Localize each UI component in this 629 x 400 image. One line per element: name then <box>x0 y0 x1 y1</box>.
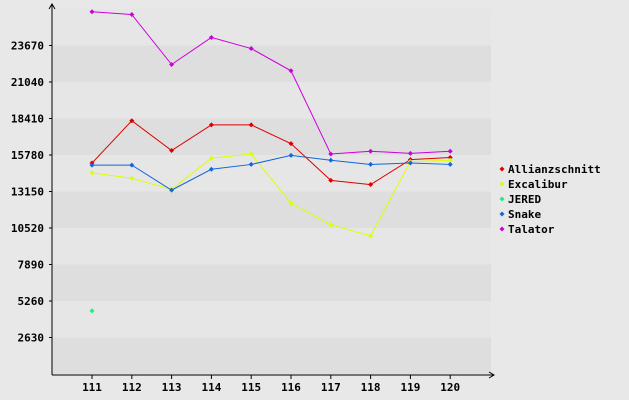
series-snake <box>89 152 453 193</box>
y-tick-label: 2630 <box>18 332 45 345</box>
y-tick-label: 10520 <box>11 222 44 235</box>
x-axis-tick-labels: 111 112 113 114 115 116 117 118 119 120 <box>82 375 460 394</box>
legend-label: Excalibur <box>508 178 568 191</box>
legend-item: Snake <box>499 208 541 221</box>
data-point <box>328 157 334 163</box>
data-point <box>248 161 254 167</box>
data-point <box>248 151 254 157</box>
grid-band <box>52 264 491 301</box>
legend-marker <box>499 196 505 202</box>
series-talator <box>89 9 453 157</box>
data-point <box>129 175 135 181</box>
x-tick-label: 120 <box>440 381 460 394</box>
x-tick-label: 114 <box>201 381 221 394</box>
grid-band <box>52 9 491 46</box>
series-line <box>91 11 451 155</box>
x-tick-label: 116 <box>281 381 301 394</box>
data-point <box>447 154 453 160</box>
series-line <box>91 153 451 237</box>
series-lines <box>89 9 453 314</box>
data-point <box>248 122 254 128</box>
chart-axes <box>48 3 495 379</box>
data-point <box>368 161 374 167</box>
data-point <box>169 62 175 68</box>
data-point <box>368 148 374 154</box>
x-tick-label: 111 <box>82 381 102 394</box>
series-line <box>92 154 451 191</box>
grid-band <box>52 191 491 228</box>
y-tick-label: 7890 <box>18 259 45 272</box>
data-point <box>328 222 334 228</box>
grid-band <box>52 45 491 82</box>
data-point <box>407 150 413 156</box>
legend-item: JERED <box>499 193 541 206</box>
x-axis-arrow <box>488 371 495 379</box>
data-point <box>328 151 334 157</box>
x-tick-label: 119 <box>400 381 420 394</box>
data-point <box>208 122 214 128</box>
data-point <box>89 308 95 314</box>
series-jered <box>89 308 95 314</box>
data-point <box>129 162 135 168</box>
y-tick-label: 15780 <box>11 149 44 162</box>
data-point <box>89 170 95 176</box>
grid-band <box>52 82 491 119</box>
data-point <box>288 200 294 206</box>
series-line <box>91 120 451 186</box>
data-point <box>169 187 175 193</box>
y-axis-arrow <box>48 3 56 10</box>
legend-item: Talator <box>499 223 555 236</box>
grid-band <box>52 337 491 374</box>
y-tick-label: 5260 <box>18 295 45 308</box>
legend-marker <box>499 226 505 232</box>
data-point <box>368 233 374 239</box>
data-point <box>129 12 135 18</box>
legend: Allianzschnitt Excalibur JERED Snake Talator <box>499 163 601 236</box>
legend-label: JERED <box>508 193 541 206</box>
data-point <box>169 148 175 154</box>
data-point <box>288 141 294 147</box>
legend-item: Excalibur <box>499 178 568 191</box>
data-point <box>447 148 453 154</box>
legend-marker <box>499 211 505 217</box>
x-tick-label: 117 <box>321 381 341 394</box>
data-point <box>447 157 453 163</box>
y-tick-label: 13150 <box>11 186 44 199</box>
data-point <box>447 161 453 167</box>
legend-label: Allianzschnitt <box>508 163 601 176</box>
data-point <box>89 162 95 168</box>
grid-band <box>52 228 491 265</box>
data-point <box>328 177 334 183</box>
data-point <box>368 182 374 188</box>
grid-band <box>52 301 491 338</box>
y-tick-label: 23670 <box>11 40 44 53</box>
x-tick-label: 115 <box>241 381 261 394</box>
legend-marker <box>499 181 505 187</box>
x-tick-label: 118 <box>361 381 381 394</box>
legend-item: Allianzschnitt <box>499 163 601 176</box>
x-tick-label: 113 <box>162 381 182 394</box>
data-point <box>248 46 254 52</box>
x-tick-label: 112 <box>122 381 142 394</box>
y-tick-label: 21040 <box>11 76 44 89</box>
data-point <box>407 160 413 166</box>
data-point <box>208 34 214 40</box>
data-point <box>89 9 95 15</box>
data-point <box>208 155 214 161</box>
plot-background-bands <box>52 9 491 374</box>
data-point <box>129 118 135 124</box>
grid-band <box>52 118 491 155</box>
y-tick-label: 18410 <box>11 113 44 126</box>
data-point <box>288 152 294 158</box>
y-axis-tick-labels: 2630 5260 7890 10520 13150 15780 18410 21040 236… <box>11 40 52 345</box>
data-point <box>208 166 214 172</box>
legend-label: Talator <box>508 223 555 236</box>
grid-band <box>52 155 491 192</box>
legend-marker <box>499 166 505 172</box>
legend-label: Snake <box>508 208 541 221</box>
data-point <box>288 68 294 74</box>
